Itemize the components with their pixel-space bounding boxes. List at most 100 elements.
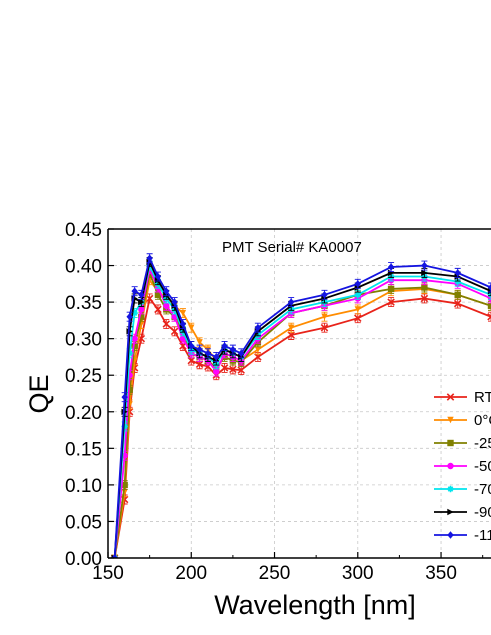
data-point — [171, 298, 178, 306]
data-point — [254, 353, 262, 361]
data-point — [421, 269, 428, 277]
legend-label: -110°C — [474, 527, 491, 544]
data-point — [213, 353, 220, 361]
data-point — [287, 324, 295, 331]
data-point — [138, 298, 145, 306]
series-line — [113, 297, 491, 558]
error-bar — [488, 300, 491, 311]
data-point — [320, 323, 329, 332]
data-point — [254, 346, 262, 353]
y-axis-title: QE — [24, 374, 54, 413]
data-point — [131, 287, 138, 295]
axes — [107, 228, 491, 559]
legend-label: -50°C — [474, 458, 491, 475]
data-point — [131, 309, 138, 317]
data-point — [487, 312, 491, 321]
data-point — [454, 278, 461, 285]
data-point — [354, 280, 361, 288]
data-point — [454, 269, 461, 277]
legend-label: -90°C — [474, 504, 491, 521]
data-point — [146, 254, 153, 262]
data-point — [354, 306, 361, 313]
y-tick-label: 0.35 — [65, 293, 102, 314]
error-bar — [488, 282, 491, 293]
data-point — [354, 314, 362, 322]
legend-marker — [447, 508, 454, 516]
data-point — [187, 356, 196, 365]
serial-annotation: PMT Serial# KA0007 — [222, 239, 362, 256]
y-tick-label: 0.05 — [65, 512, 102, 533]
data-point — [387, 263, 395, 271]
x-axis-title: Wavelength [nm] — [214, 590, 416, 620]
legend: RT 0°C -25°C -50°C -70°C -90°C -110°C — [434, 389, 491, 544]
data-point — [453, 299, 462, 308]
data-point — [131, 335, 138, 342]
series--110°C — [111, 253, 491, 558]
data-point — [179, 309, 187, 317]
data-point — [238, 349, 245, 357]
y-tick-label: 0.25 — [65, 366, 102, 387]
legend-marker — [447, 416, 454, 424]
x-tick-label: 350 — [425, 563, 457, 584]
legend-item: 0°C — [434, 412, 491, 429]
data-point — [179, 320, 187, 328]
y-tick-label: 0.15 — [65, 439, 102, 460]
data-point — [188, 324, 195, 331]
data-point — [154, 291, 162, 298]
tick-labels: 0.00 0.05 0.10 0.15 0.20 0.25 0.30 0.35 0.40 0.45… — [65, 220, 457, 584]
y-tick-label: 0.45 — [65, 220, 102, 241]
legend-label: 0°C — [474, 412, 491, 429]
data-point — [111, 554, 118, 558]
data-point — [354, 291, 361, 298]
data-point — [145, 294, 154, 303]
data-point — [126, 386, 133, 394]
y-tick-label: 0.40 — [65, 257, 102, 278]
data-point — [421, 284, 428, 291]
data-point — [138, 291, 145, 299]
y-tick-label: 0.20 — [65, 403, 102, 424]
data-point — [126, 350, 133, 357]
x-tick-label: 300 — [342, 563, 374, 584]
x-tick-label: 150 — [92, 563, 124, 584]
data-point — [287, 298, 295, 306]
data-point — [188, 342, 195, 350]
legend-marker — [447, 439, 454, 447]
data-point — [162, 320, 171, 328]
legend-marker — [447, 462, 454, 470]
legend-marker — [446, 393, 455, 401]
data-point — [387, 298, 395, 306]
data-point — [196, 345, 203, 354]
data-point — [204, 349, 212, 357]
data-point — [420, 294, 429, 303]
series--50°C — [111, 264, 491, 558]
data-point — [454, 291, 461, 298]
data-point — [237, 366, 245, 374]
legend-item: -50°C — [434, 458, 491, 475]
data-point — [138, 313, 145, 320]
data-point — [321, 291, 328, 299]
data-point — [179, 335, 187, 342]
series-line — [113, 268, 491, 558]
series-0°C — [111, 275, 491, 558]
data-point — [254, 324, 262, 332]
x-tick-label: 250 — [259, 563, 291, 584]
data-point — [170, 327, 179, 336]
x-tick-label: 200 — [175, 563, 207, 584]
data-point — [131, 342, 138, 350]
data-point — [220, 364, 229, 372]
legend-marker — [447, 531, 454, 539]
data-point — [287, 331, 295, 339]
series-line — [113, 279, 491, 558]
data-point — [387, 285, 395, 293]
series-layer — [110, 253, 491, 558]
data-point — [163, 287, 170, 295]
data-point — [121, 423, 128, 430]
data-point — [121, 481, 128, 489]
data-point — [138, 306, 145, 313]
data-point — [121, 393, 128, 401]
legend-label: -25°C — [474, 435, 491, 452]
data-point — [163, 302, 170, 309]
data-point — [487, 302, 491, 309]
data-point — [421, 261, 428, 270]
